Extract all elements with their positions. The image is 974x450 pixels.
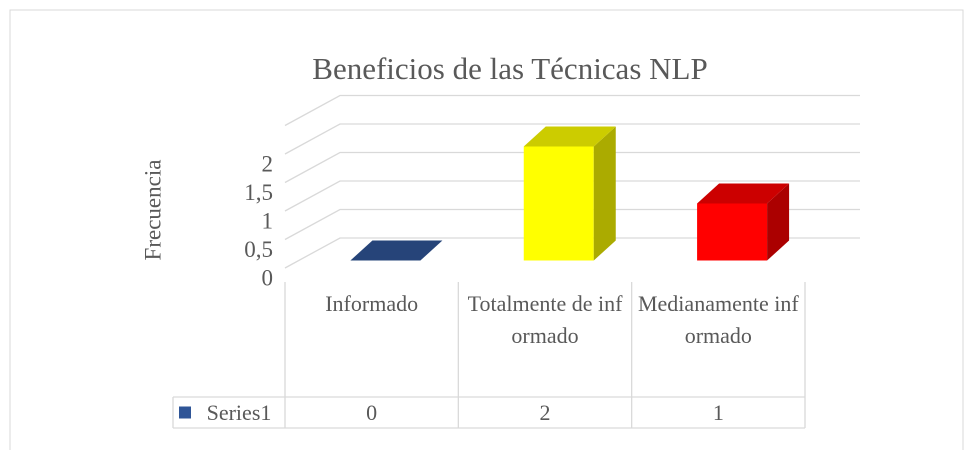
- chart-border: [9, 9, 964, 450]
- table-value: 1: [712, 400, 724, 425]
- chart-title: Beneficios de las Técnicas NLP: [312, 51, 707, 86]
- legend-key: [179, 406, 191, 419]
- table-value: 0: [366, 400, 378, 425]
- category-label: Totalmente de informado: [467, 291, 623, 348]
- bar-top: [350, 240, 443, 261]
- bar-side: [767, 183, 790, 261]
- y-tick-label: 1: [262, 208, 274, 233]
- bar-side: [593, 126, 616, 261]
- grid-line: [284, 208, 860, 241]
- category-label: Medianamente informado: [637, 291, 799, 348]
- y-tick-label: 0: [262, 265, 274, 290]
- bar-front: [697, 203, 768, 261]
- bar-top: [697, 183, 790, 204]
- legend-label: Series1: [206, 400, 272, 425]
- wall-edge: [284, 94, 860, 127]
- grid-line: [284, 180, 860, 212]
- y-tick-label: 1,5: [244, 180, 273, 205]
- y-tick-label: 2: [262, 151, 274, 176]
- grid-line: [284, 237, 860, 269]
- category-label: Informado: [325, 291, 419, 316]
- grid-line: [284, 151, 860, 184]
- grid-line: [284, 123, 860, 155]
- y-axis-label: Frecuencia: [140, 160, 165, 261]
- y-tick-label: 0,5: [244, 237, 273, 262]
- bar-front: [523, 146, 594, 261]
- bar-top: [523, 126, 616, 147]
- table-value: 2: [539, 400, 551, 425]
